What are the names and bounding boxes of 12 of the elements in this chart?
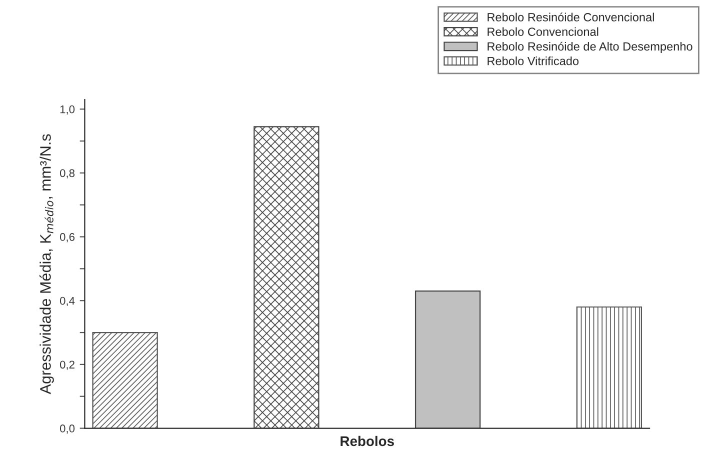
y-tick-label: 1,0: [60, 105, 75, 115]
y-tick-label: 0,2: [60, 360, 74, 370]
legend-label: Rebolo Convencional: [488, 27, 598, 36]
legend-label: Rebolo Resinóide de Alto Desempenho: [488, 42, 692, 53]
y-tick-label: 0,8: [60, 169, 75, 178]
x-axis-title: Rebolos: [340, 436, 394, 446]
y-tick-label: 0,4: [60, 296, 75, 306]
y-tick-label: 0,0: [60, 424, 75, 434]
y-axis-title: Agressividade Média, K$_{médio}$, mm³/N.s: [39, 134, 54, 394]
legend-label: Rebolo Resinóide Convencional: [488, 12, 654, 22]
legend-label: Rebolo Vitrificado: [488, 56, 579, 66]
y-tick-label: 0,6: [60, 233, 75, 242]
